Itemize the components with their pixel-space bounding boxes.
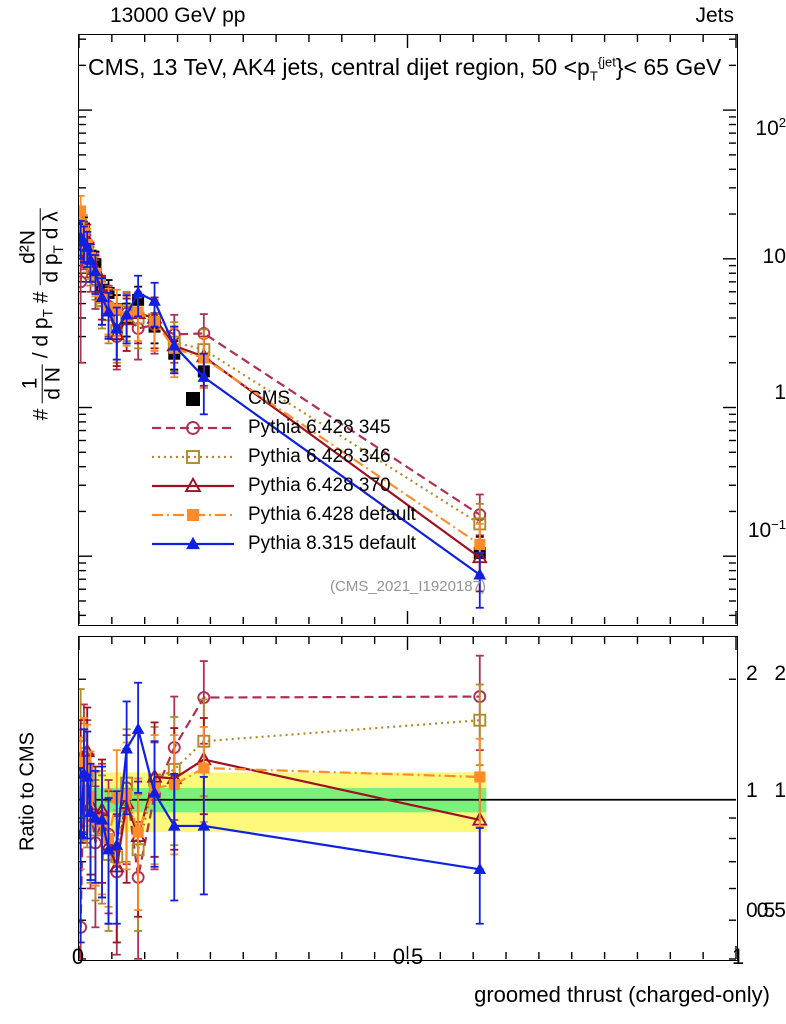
legend-item-pythia-8-default[interactable]: Pythia 8.315 default [150,529,416,558]
legend-label-pythia-6-default: Pythia 6.428 default [248,503,416,525]
legend-key-cms [150,389,236,409]
ytick-ratio-right-1: 1 [746,779,758,803]
header-beam-label: 13000 GeV pp [110,4,246,27]
legend-label-pythia-370: Pythia 6.428 370 [248,474,391,496]
ylab-fraction-right: d²N d pT d λ [17,208,67,286]
ytick-main-3: 10−1 [714,517,786,543]
ytick-main-3-text: 10 [747,519,772,542]
ylab-dpt: d p [29,317,53,347]
ytick-main-2: 1 [714,381,786,405]
ylab-dpt-sub: T [40,309,56,318]
legend: CMS Pythia 6.428 345 Pythia 6.428 346 Py… [150,384,416,558]
ytick-ratio-left-1-text: 1 [774,779,786,802]
ytick-ratio-right-0: 2 [746,662,758,686]
ytick-main-1-text: 10 [762,245,786,268]
ylab-fraction-left: 1 d N [18,364,65,403]
ylab-hash-2: # [29,291,53,304]
xtick-1: 0.5 [392,944,424,969]
ytick-ratio-left-0: 2 [714,662,786,686]
legend-label-pythia-8-default: Pythia 8.315 default [248,532,416,554]
ratio-plot-frame [78,636,738,961]
legend-key-pythia-8-default [150,534,236,554]
main-plot-frame [78,34,738,626]
ytick-main-0-exp: 2 [778,115,786,130]
ylab-denom-sub: T [50,245,66,254]
ytick-main-1: 10 [714,245,786,269]
ylab-hash-1: # [29,408,53,421]
ytick-main-2-text: 1 [774,381,786,404]
ytick-ratio-right-2-text: 0.5 [746,899,776,922]
legend-label-pythia-346: Pythia 6.428 346 [248,445,391,467]
y-axis-label-main: # 1 d N / d pT # d²N d pT d λ [17,34,67,594]
legend-item-pythia-346[interactable]: Pythia 6.428 346 [150,442,416,471]
legend-item-pythia-345[interactable]: Pythia 6.428 345 [150,413,416,442]
legend-key-pythia-370 [150,476,236,496]
main-plot-canvas [79,35,737,624]
legend-key-pythia-346 [150,447,236,467]
ytick-ratio-left-2-text: 0.5 [756,899,786,922]
ytick-main-0: 102 [714,115,786,141]
plot-title-post: }< 65 GeV [615,54,722,80]
ratio-plot-canvas [79,637,737,960]
plot-title: CMS, 13 TeV, AK4 jets, central dijet reg… [88,54,721,84]
y-axis-label-ratio: Ratio to CMS [16,732,39,851]
ylab-frac-left-den: d N [41,364,65,403]
ytick-ratio-right-0-text: 2 [746,662,758,685]
ytick-ratio-right-1-text: 1 [746,779,758,802]
plot-title-sub: T [589,68,598,84]
ylab-frac-right-den: d pT d λ [39,208,67,285]
ylab-dn: d N [41,367,65,400]
legend-label-cms: CMS [248,387,291,409]
ytick-main-0-text: 10 [755,117,779,140]
legend-item-cms[interactable]: CMS [150,384,416,413]
ylab-frac-right-num: d²N [17,208,41,286]
plot-title-sup: {jet [597,54,616,70]
ylab-denom-dpt: d p [39,253,63,283]
legend-key-pythia-6-default [150,505,236,525]
header-category-label: Jets [695,4,734,27]
legend-item-pythia-6-default[interactable]: Pythia 6.428 default [150,500,416,529]
xtick-2: 1 [731,944,745,969]
analysis-id-watermark: (CMS_2021_I1920187) [330,578,486,595]
ytick-ratio-left-1: 1 [714,779,786,803]
ytick-ratio-left-2: 0.5 [714,899,786,923]
ylab-denom-dlambda: d λ [39,211,63,240]
xtick-0: 0 [71,944,85,969]
legend-key-pythia-345 [150,418,236,438]
ytick-ratio-left-0-text: 2 [774,662,786,685]
ytick-ratio-right-2: 0.5 [746,899,775,923]
ylab-frac-left-num: 1 [18,364,43,403]
legend-item-pythia-370[interactable]: Pythia 6.428 370 [150,471,416,500]
ylab-slash: / [29,352,53,359]
ytick-main-3-exp: −1 [771,517,786,532]
plot-title-pre: CMS, 13 TeV, AK4 jets, central dijet reg… [88,54,590,80]
legend-label-pythia-345: Pythia 6.428 345 [248,416,391,438]
x-axis-label: groomed thrust (charged-only) [474,982,770,1007]
